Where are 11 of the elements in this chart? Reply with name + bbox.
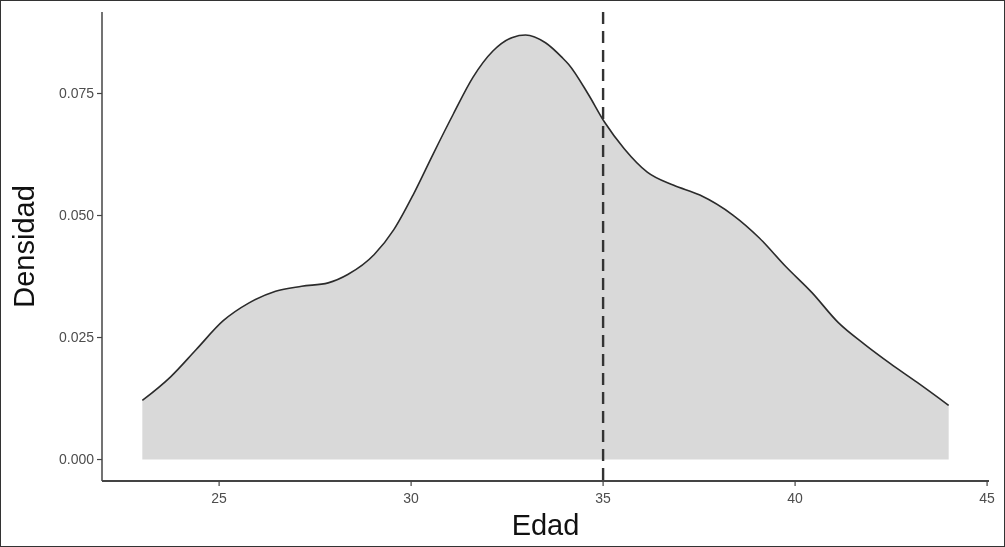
x-tick-label: 30	[403, 489, 420, 506]
x-tick-label: 25	[211, 489, 228, 506]
y-tick-label: 0.025	[58, 328, 95, 345]
x-tick-label: 35	[595, 489, 612, 506]
y-tick-label: 0.050	[58, 206, 95, 223]
y-tick-label: 0.000	[58, 450, 95, 467]
x-axis-title: Edad	[511, 509, 580, 541]
y-tick-label: 0.075	[58, 84, 95, 101]
y-axis-title: Densidad	[8, 185, 40, 308]
x-tick-label: 45	[979, 489, 996, 506]
x-tick-label: 40	[787, 489, 804, 506]
